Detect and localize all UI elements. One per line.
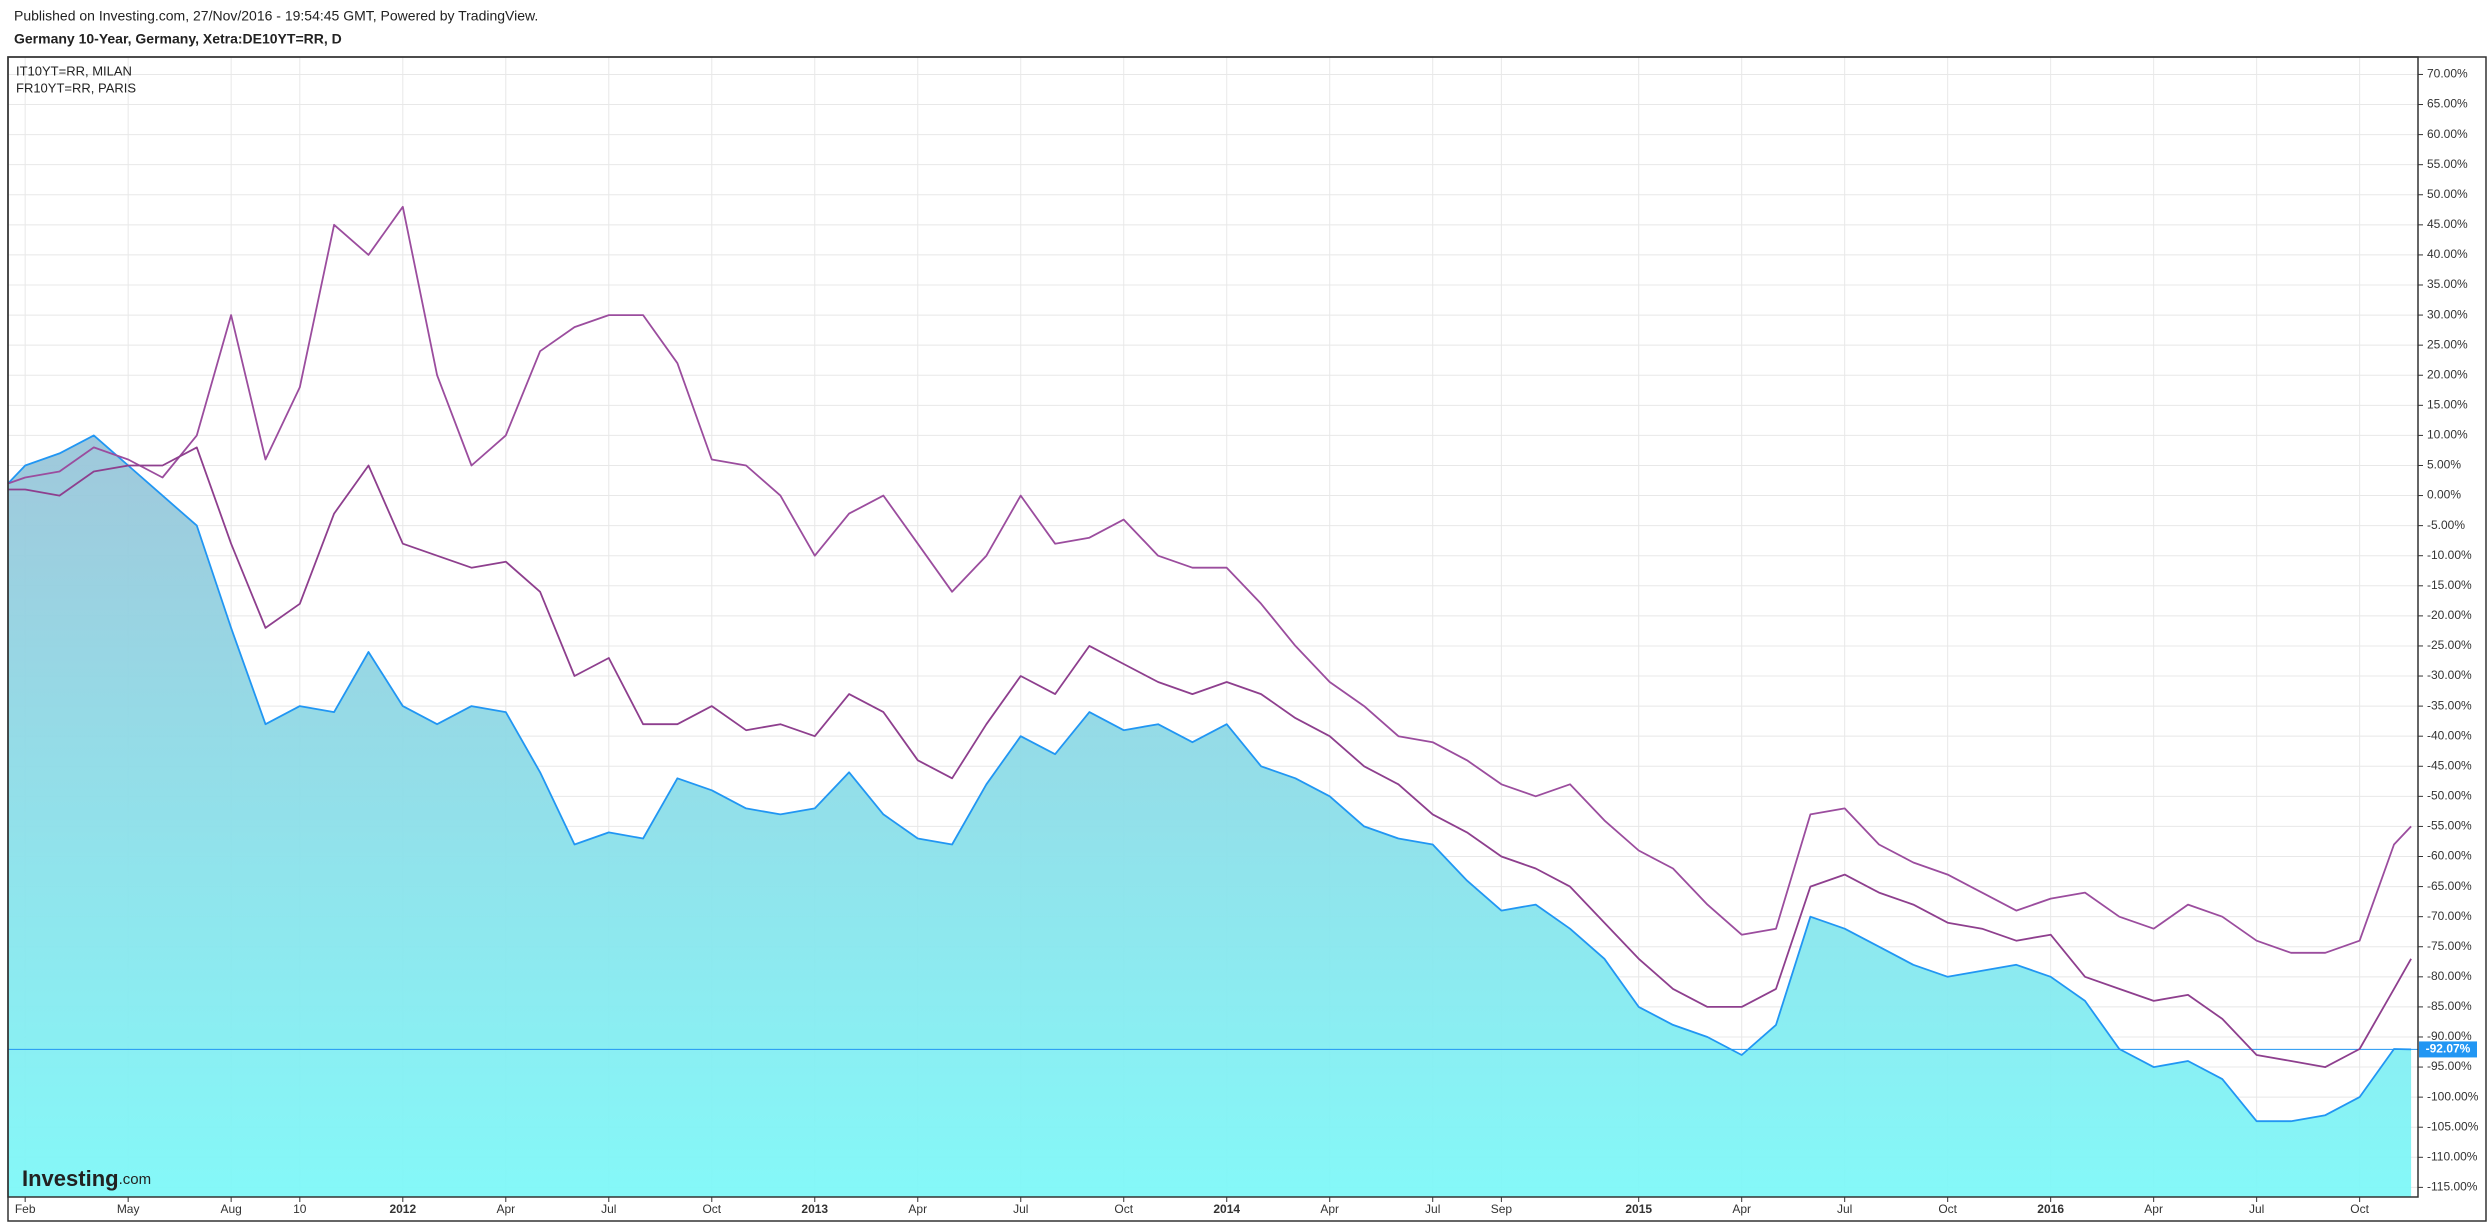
x-tick-label: Jul [601,1202,616,1216]
y-tick-label: 25.00% [2427,337,2468,351]
x-tick-label: 2016 [2037,1202,2064,1216]
y-tick-label: -65.00% [2427,879,2472,893]
series-line [8,205,2412,954]
y-tick-label: -10.00% [2427,548,2472,562]
y-tick-label: 55.00% [2427,157,2468,171]
y-tick-label: -20.00% [2427,608,2472,622]
y-tick-label: 45.00% [2427,217,2468,231]
x-tick-label: Jul [1837,1202,1852,1216]
y-tick-label: 0.00% [2427,488,2461,502]
y-tick-label: 50.00% [2427,187,2468,201]
x-tick-label: 2015 [1625,1202,1652,1216]
axes: 70.00% 65.00% 60.00% 55.00% 50.00% 45.00% 40.0… [15,67,2479,1217]
series-line [8,446,2412,1068]
y-tick-label: 35.00% [2427,277,2468,291]
y-tick-label: -40.00% [2427,728,2472,742]
y-tick-label: 10.00% [2427,428,2468,442]
legend-entry: FR10YT=RR, PARIS [16,80,136,95]
x-tick-label: 10 [293,1202,307,1216]
y-tick-label: -30.00% [2427,668,2472,682]
x-tick-label: Oct [1938,1202,1957,1216]
x-tick-label: Oct [2350,1202,2369,1216]
y-tick-label: -110.00% [2427,1149,2478,1163]
y-tick-label: -80.00% [2427,969,2472,983]
x-tick-label: Apr [908,1202,927,1216]
logo: Investing.com [22,1166,151,1191]
area-fill [8,435,2412,1197]
last-value-box [2419,1041,2477,1058]
y-tick-label: -35.00% [2427,698,2472,712]
y-tick-label: 60.00% [2427,127,2468,141]
y-tick-label: 40.00% [2427,247,2468,261]
logo-main: Investing [22,1166,119,1191]
x-tick-label: 2012 [389,1202,416,1216]
x-tick-label: Apr [1732,1202,1751,1216]
y-tick-label: -90.00% [2427,1029,2472,1043]
plot-area [8,205,2418,1197]
y-tick-label: -100.00% [2427,1089,2479,1103]
x-tick-label: Apr [2144,1202,2163,1216]
legend-entry: IT10YT=RR, MILAN [16,63,132,78]
y-tick-label: -55.00% [2427,819,2472,833]
x-tick-label: Jul [1013,1202,1028,1216]
x-tick-label: Jul [2249,1202,2264,1216]
x-tick-label: 2013 [801,1202,828,1216]
y-tick-label: 65.00% [2427,97,2468,111]
y-tick-label: -15.00% [2427,578,2472,592]
x-tick-label: Oct [1114,1202,1133,1216]
y-tick-label: 20.00% [2427,367,2468,381]
y-tick-label: -95.00% [2427,1059,2472,1073]
x-tick-label: Oct [702,1202,721,1216]
x-tick-label: 2014 [1213,1202,1240,1216]
y-tick-label: -60.00% [2427,849,2472,863]
x-tick-label: Aug [220,1202,241,1216]
last-value-label: -92.07% [2426,1042,2471,1056]
x-tick-label: Apr [1320,1202,1339,1216]
y-tick-label: -50.00% [2427,789,2472,803]
series-line [8,434,2412,1123]
x-tick-label: Jul [1425,1202,1440,1216]
y-tick-label: 5.00% [2427,458,2461,472]
x-tick-label: Feb [15,1202,36,1216]
y-tick-label: -85.00% [2427,999,2472,1013]
logo-suffix: .com [119,1171,152,1188]
y-tick-label: 70.00% [2427,67,2468,81]
y-tick-label: -70.00% [2427,909,2472,923]
y-tick-label: -25.00% [2427,638,2472,652]
x-tick-label: Apr [496,1202,515,1216]
y-tick-label: -115.00% [2427,1180,2478,1194]
y-tick-label: 30.00% [2427,307,2468,321]
source-line: Published on Investing.com, 27/Nov/2016 … [14,8,538,24]
x-tick-label: May [117,1202,140,1216]
y-tick-label: -75.00% [2427,939,2472,953]
y-tick-label: 15.00% [2427,397,2468,411]
x-tick-label: Sep [1491,1202,1513,1216]
chart-title: Germany 10-Year, Germany, Xetra:DE10YT=R… [14,31,342,47]
y-tick-label: -5.00% [2427,518,2465,532]
y-tick-label: -105.00% [2427,1119,2479,1133]
outer-frame [7,56,2487,1222]
y-tick-label: -45.00% [2427,758,2472,772]
